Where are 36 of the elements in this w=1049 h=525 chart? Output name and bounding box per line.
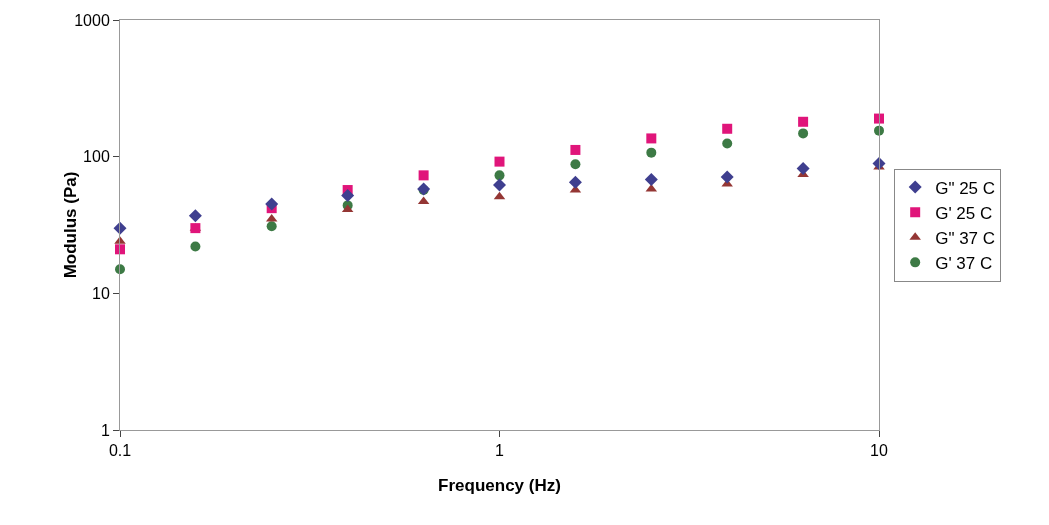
point — [494, 156, 505, 167]
point — [720, 170, 734, 184]
point — [570, 144, 581, 155]
y-tick-label: 100 — [83, 148, 110, 166]
point — [265, 197, 279, 211]
point — [798, 128, 809, 139]
x-tick-label: 0.1 — [108, 442, 132, 460]
legend-label: G" 25 C — [935, 178, 996, 198]
point — [874, 113, 884, 124]
x-tick-label: 10 — [870, 442, 888, 460]
legend-label: G' 37 C — [935, 253, 993, 273]
x-axis-title: Frequency (Hz) — [438, 476, 561, 495]
legend-label: G" 37 C — [935, 228, 996, 248]
y-axis-title: Modulus (Pa) — [61, 171, 80, 279]
y-tick-label: 1000 — [74, 11, 110, 29]
point — [568, 175, 582, 189]
point — [646, 147, 657, 158]
point — [798, 116, 809, 127]
x-tick-label: 1 — [495, 442, 505, 460]
y-tick-label: 10 — [92, 284, 110, 302]
point — [266, 221, 277, 232]
point — [418, 170, 429, 181]
legend-label: G' 25 C — [935, 203, 993, 223]
point — [494, 170, 505, 181]
y-tick-label: 1 — [100, 421, 110, 439]
point — [722, 123, 733, 134]
point — [644, 173, 658, 187]
point — [722, 138, 733, 149]
point — [190, 241, 201, 252]
point — [493, 178, 506, 192]
point — [115, 244, 125, 255]
point — [796, 161, 810, 175]
point — [341, 188, 355, 202]
point — [646, 133, 657, 144]
point — [570, 159, 581, 170]
point — [188, 209, 202, 223]
